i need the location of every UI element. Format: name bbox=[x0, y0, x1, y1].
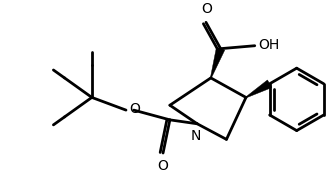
Polygon shape bbox=[211, 47, 225, 78]
Text: O: O bbox=[129, 102, 140, 116]
Text: O: O bbox=[202, 3, 213, 16]
Text: N: N bbox=[191, 129, 201, 143]
Polygon shape bbox=[246, 80, 272, 98]
Text: OH: OH bbox=[259, 38, 280, 52]
Text: O: O bbox=[158, 159, 169, 173]
